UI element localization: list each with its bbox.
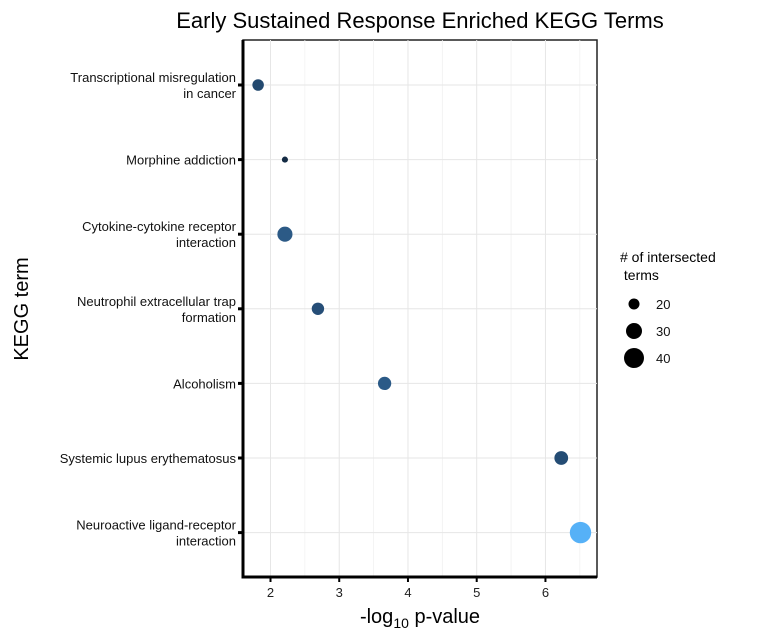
data-point bbox=[281, 156, 288, 163]
y-tick-label: Neuroactive ligand-receptor interaction bbox=[76, 518, 236, 549]
legend-size-marker bbox=[628, 298, 640, 310]
y-tick-label: Morphine addiction bbox=[126, 153, 236, 168]
legend-size-marker bbox=[626, 323, 642, 339]
legend-label: 30 bbox=[656, 324, 670, 339]
legend-label: 20 bbox=[656, 297, 670, 312]
data-point bbox=[277, 226, 293, 242]
x-axis-title: -log10 p-value bbox=[360, 606, 480, 631]
data-point bbox=[554, 451, 569, 465]
chart-title: Early Sustained Response Enriched KEGG T… bbox=[176, 8, 664, 33]
y-tick-label: Neutrophil extracellular trap formation bbox=[77, 294, 236, 325]
data-point bbox=[252, 79, 264, 91]
y-axis-title: KEGG term bbox=[11, 257, 33, 360]
legend-title: # of intersected terms bbox=[620, 249, 716, 283]
legend-size-marker bbox=[624, 348, 644, 368]
axes bbox=[238, 40, 597, 582]
y-tick-labels: Transcriptional misregulation in cancer Mo… bbox=[60, 70, 237, 549]
x-tick-label: 3 bbox=[336, 585, 343, 600]
x-tick-label: 4 bbox=[404, 585, 411, 600]
grid bbox=[242, 39, 598, 578]
y-tick-label: Cytokine-cytokine receptor interaction bbox=[82, 219, 237, 250]
x-tick-labels: 2 3 4 5 6 bbox=[267, 585, 549, 600]
x-tick-label: 2 bbox=[267, 585, 274, 600]
data-point bbox=[569, 521, 592, 544]
y-tick-label: Alcoholism bbox=[173, 376, 236, 391]
data-point bbox=[377, 376, 392, 391]
y-tick-label: Transcriptional misregulation in cancer bbox=[70, 70, 236, 101]
y-tick-label: Systemic lupus erythematosus bbox=[60, 451, 237, 466]
x-tick-label: 6 bbox=[542, 585, 549, 600]
x-tick-label: 5 bbox=[473, 585, 480, 600]
legend-label: 40 bbox=[656, 351, 670, 366]
legend: # of intersected terms 20 30 40 bbox=[620, 249, 716, 368]
data-points bbox=[252, 79, 592, 544]
data-point bbox=[311, 302, 325, 315]
